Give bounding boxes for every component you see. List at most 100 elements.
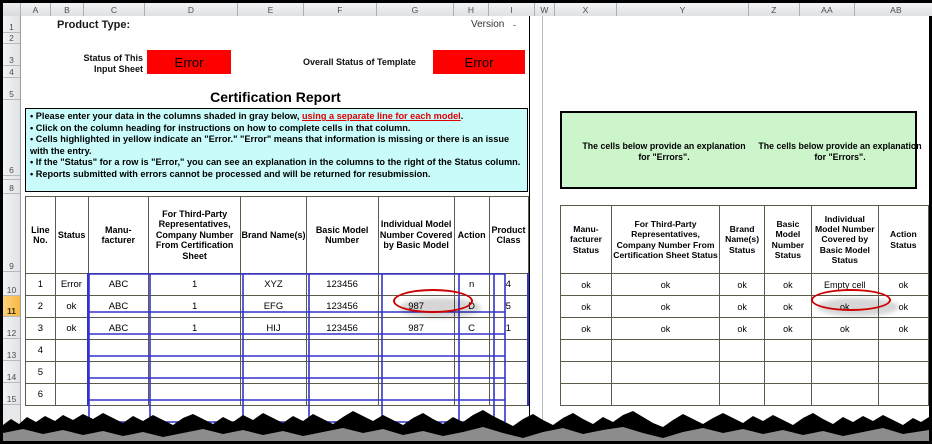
col-header-status[interactable]: Status: [54, 196, 89, 274]
cell-company-number-status[interactable]: ok: [610, 317, 721, 340]
col-header-company-number-status[interactable]: For Third-Party Representatives, Company…: [610, 205, 721, 274]
row-header-6[interactable]: 6: [3, 100, 20, 176]
cell-product-class[interactable]: 1: [488, 317, 529, 340]
col-header-individual-model-status[interactable]: Individual Model Number Covered by Basic…: [810, 205, 879, 274]
cell-basic-model-status[interactable]: ok: [764, 317, 812, 340]
cell-line-no[interactable]: 4: [25, 339, 56, 362]
cell-action[interactable]: n: [453, 273, 490, 296]
cell-product-class[interactable]: [488, 383, 529, 406]
cell-product-class[interactable]: [488, 339, 529, 362]
cell-individual-model-status[interactable]: ok: [810, 317, 879, 340]
column-header-I[interactable]: I: [489, 3, 535, 16]
cell-manufacturer-status[interactable]: [560, 339, 612, 362]
cell-product-class[interactable]: 4: [488, 273, 529, 296]
cell-line-no[interactable]: 1: [25, 273, 56, 296]
col-header-basic-model[interactable]: Basic Model Number: [305, 196, 379, 274]
cell-manufacturer-status[interactable]: [560, 383, 612, 406]
col-header-manufacturer-status[interactable]: Manu-facturer Status: [560, 205, 612, 274]
cell-manufacturer[interactable]: [87, 383, 149, 406]
table-row[interactable]: 1 Error ABC 1 XYZ 123456 n 4: [25, 273, 529, 296]
table-row[interactable]: 6: [25, 383, 529, 406]
cell-action[interactable]: [453, 339, 490, 362]
column-header-G[interactable]: G: [377, 3, 454, 16]
row-header-5[interactable]: 5: [3, 78, 20, 100]
cell-company-number-status[interactable]: ok: [610, 295, 721, 318]
cell-manufacturer-status[interactable]: ok: [560, 273, 612, 296]
cell-basic-model[interactable]: 123456: [305, 273, 379, 296]
cell-line-no[interactable]: 3: [25, 317, 56, 340]
col-header-company-number[interactable]: For Third-Party Representatives, Company…: [147, 196, 242, 274]
cell-brand-name-status[interactable]: [719, 339, 766, 362]
cell-brand-name-status[interactable]: ok: [719, 273, 766, 296]
column-header-AB[interactable]: AB: [855, 3, 932, 16]
col-header-line-no[interactable]: Line No.: [25, 196, 56, 274]
row-header-4[interactable]: 4: [3, 66, 20, 78]
cell-action-status[interactable]: [877, 339, 930, 362]
row-header-9[interactable]: 9: [3, 194, 20, 272]
cell-company-number-status[interactable]: [610, 361, 721, 384]
cell-basic-model-status[interactable]: [764, 339, 812, 362]
column-header-Y[interactable]: Y: [617, 3, 749, 16]
row-header-14[interactable]: 14: [3, 361, 20, 383]
cell-basic-model-status[interactable]: ok: [764, 273, 812, 296]
cell-action-status[interactable]: ok: [877, 273, 930, 296]
row-header-strip[interactable]: 1 2 3 4 5 6 8 9 10 11 12 13 14 15: [3, 16, 21, 441]
col-header-brand-name-status[interactable]: Brand Name(s) Status: [719, 205, 766, 274]
column-header-AA[interactable]: AA: [800, 3, 855, 16]
cell-manufacturer[interactable]: [87, 339, 149, 362]
cell-status-badge[interactable]: [54, 361, 89, 384]
cell-company-number[interactable]: 1: [147, 273, 242, 296]
table-row[interactable]: [560, 339, 930, 362]
cell-manufacturer-status[interactable]: [560, 361, 612, 384]
cell-individual-model[interactable]: [377, 273, 455, 296]
row-header-10[interactable]: 10: [3, 272, 20, 296]
cell-brand-name[interactable]: EFG: [240, 295, 307, 318]
row-header-7[interactable]: [3, 176, 20, 180]
cell-manufacturer[interactable]: ABC: [87, 317, 149, 340]
cell-basic-model-status[interactable]: [764, 383, 812, 406]
cell-individual-model-status[interactable]: [810, 339, 879, 362]
cell-individual-model-status[interactable]: [810, 383, 879, 406]
column-header-strip[interactable]: A B C D E F G H I W X Y Z AA AB AC: [3, 3, 932, 16]
cell-company-number-status[interactable]: [610, 383, 721, 406]
cell-basic-model[interactable]: 123456: [305, 295, 379, 318]
cell-status-badge[interactable]: [54, 383, 89, 406]
cell-brand-name[interactable]: XYZ: [240, 273, 307, 296]
cell-status-badge[interactable]: ok: [54, 295, 89, 318]
table-row[interactable]: 3 ok ABC 1 HIJ 123456 987 C 1: [25, 317, 529, 340]
cell-company-number-status[interactable]: ok: [610, 273, 721, 296]
cell-company-number[interactable]: 1: [147, 317, 242, 340]
cell-manufacturer[interactable]: [87, 361, 149, 384]
select-all-corner[interactable]: [3, 3, 21, 16]
column-header-E[interactable]: E: [238, 3, 304, 16]
cell-status-badge[interactable]: [54, 339, 89, 362]
column-header-D[interactable]: D: [145, 3, 238, 16]
cell-manufacturer-status[interactable]: ok: [560, 317, 612, 340]
cell-company-number-status[interactable]: [610, 339, 721, 362]
cell-brand-name[interactable]: HIJ: [240, 317, 307, 340]
table-row[interactable]: [560, 383, 930, 406]
cell-brand-name[interactable]: [240, 339, 307, 362]
cell-basic-model[interactable]: [305, 383, 379, 406]
cell-basic-model[interactable]: 123456: [305, 317, 379, 340]
cell-brand-name-status[interactable]: [719, 361, 766, 384]
cell-company-number[interactable]: 1: [147, 295, 242, 318]
col-header-manufacturer[interactable]: Manu-facturer: [87, 196, 149, 274]
table-row[interactable]: ok ok ok ok Empty cell ok: [560, 273, 930, 296]
col-header-brand-name[interactable]: Brand Name(s): [240, 196, 307, 274]
column-header-H[interactable]: H: [454, 3, 489, 16]
table-row[interactable]: ok ok ok ok ok ok: [560, 317, 930, 340]
col-header-action-status[interactable]: Action Status: [877, 205, 930, 274]
cell-individual-model[interactable]: [377, 361, 455, 384]
cell-individual-model[interactable]: [377, 339, 455, 362]
cell-action-status[interactable]: [877, 361, 930, 384]
column-header-Z[interactable]: Z: [749, 3, 800, 16]
cell-line-no[interactable]: 5: [25, 361, 56, 384]
cell-individual-model[interactable]: [377, 383, 455, 406]
cell-individual-model[interactable]: 987: [377, 317, 455, 340]
table-row[interactable]: 4: [25, 339, 529, 362]
cell-manufacturer[interactable]: ABC: [87, 273, 149, 296]
cell-action-status[interactable]: [877, 383, 930, 406]
column-header-C[interactable]: C: [84, 3, 145, 16]
cell-basic-model-status[interactable]: [764, 361, 812, 384]
